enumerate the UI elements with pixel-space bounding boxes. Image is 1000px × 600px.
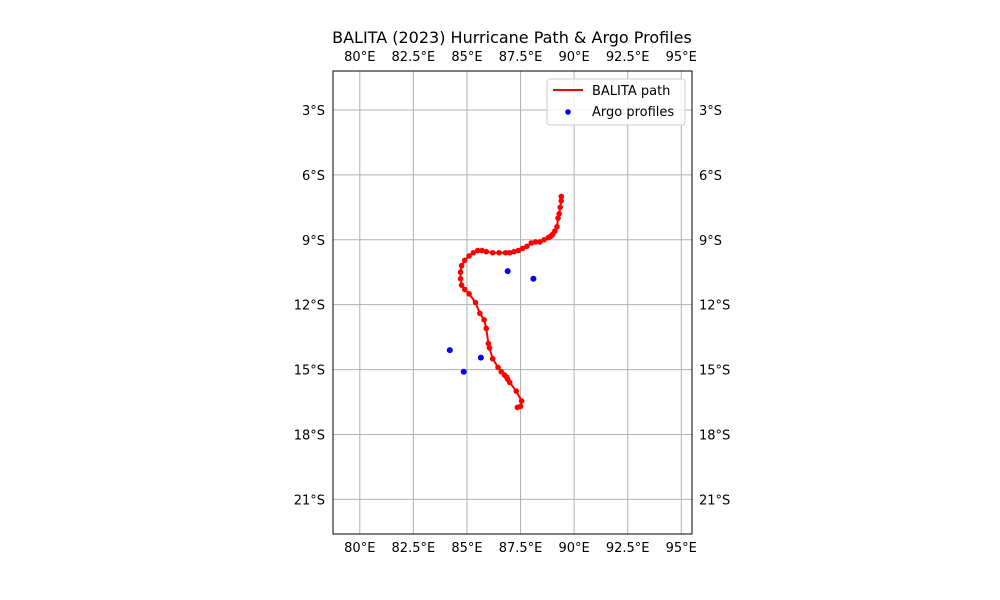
legend-label-argo-profiles: Argo profiles xyxy=(592,105,674,120)
legend-swatch-argo-profiles xyxy=(565,109,571,115)
y-tick-label-left: 15°S xyxy=(294,364,325,379)
hurricane-track-point xyxy=(462,286,468,293)
y-tick-label-right: 18°S xyxy=(699,428,730,443)
argo-profile-point xyxy=(446,347,453,354)
x-tick-label-top: 82.5°E xyxy=(392,50,436,65)
hurricane-track-point xyxy=(518,398,525,404)
hurricane-track-point xyxy=(524,243,530,250)
hurricane-track-point xyxy=(519,245,526,252)
hurricane-track-point xyxy=(479,247,485,254)
hurricane-track-point xyxy=(472,299,479,306)
x-tick-label-bottom: 90°E xyxy=(558,541,589,556)
y-tick-label-right: 21°S xyxy=(699,493,730,508)
y-tick-label-right: 15°S xyxy=(699,364,730,379)
hurricane-track-point xyxy=(485,340,492,347)
y-tick-label-left: 6°S xyxy=(302,169,325,184)
tick-labels: 80°E 80°E 82.5°E 82.5°E 85°E 85°E 87.5°E 87.5°E… xyxy=(294,50,731,556)
y-tick-label-left: 9°S xyxy=(302,234,325,249)
hurricane-track-point xyxy=(537,239,543,245)
hurricane-track-point xyxy=(489,355,496,362)
hurricane-track-point xyxy=(481,317,487,323)
hurricane-track-point xyxy=(462,257,468,264)
hurricane-track-point xyxy=(511,248,517,255)
hurricane-track-point xyxy=(477,310,483,317)
hurricane-track-point xyxy=(458,262,465,269)
x-tick-label-top: 85°E xyxy=(451,50,482,65)
hurricane-track-point xyxy=(541,236,547,243)
x-tick-label-bottom: 95°E xyxy=(666,541,697,556)
hurricane-track-point xyxy=(457,275,464,282)
hurricane-track-point xyxy=(457,269,464,276)
hurricane-track-point xyxy=(558,198,565,204)
hurricane-track-point xyxy=(514,404,521,411)
y-tick-label-right: 6°S xyxy=(699,169,722,184)
axes-frame xyxy=(332,70,693,535)
argo-profile-point xyxy=(477,354,484,361)
x-tick-label-bottom: 85°E xyxy=(451,541,482,556)
legend-label-balita-path: BALITA path xyxy=(592,84,670,99)
grid xyxy=(333,71,692,534)
hurricane-track-point xyxy=(489,249,496,256)
legend: BALITA path Argo profiles xyxy=(546,78,686,126)
hurricane-track-point xyxy=(458,282,465,288)
hurricane-track-point xyxy=(474,247,481,254)
hurricane-track-point xyxy=(507,379,513,386)
y-tick-label-left: 21°S xyxy=(294,493,325,508)
hurricane-track-point xyxy=(556,210,562,217)
chart-title: BALITA (2023) Hurricane Path & Argo Prof… xyxy=(332,28,692,47)
hurricane-track-point xyxy=(515,247,522,254)
x-tick-label-bottom: 92.5°E xyxy=(606,541,650,556)
argo-profile-point xyxy=(530,275,537,282)
hurricane-track-point xyxy=(496,249,502,256)
x-tick-label-top: 87.5°E xyxy=(499,50,543,65)
x-tick-label-top: 90°E xyxy=(558,50,589,65)
hurricane-track-point xyxy=(483,325,490,332)
y-tick-label-left: 3°S xyxy=(302,104,325,119)
argo-profile-point xyxy=(460,368,467,375)
hurricane-track-point xyxy=(532,239,539,245)
y-tick-label-right: 12°S xyxy=(699,299,730,314)
x-tick-label-bottom: 80°E xyxy=(344,541,375,556)
hurricane-track-point xyxy=(528,240,535,246)
x-tick-label-top: 92.5°E xyxy=(606,50,650,65)
hurricane-track-point xyxy=(470,249,477,256)
hurricane-track-point xyxy=(545,234,552,241)
x-tick-label-bottom: 82.5°E xyxy=(392,541,436,556)
hurricane-track-point xyxy=(495,364,501,371)
y-tick-label-left: 12°S xyxy=(294,299,325,314)
x-tick-label-bottom: 87.5°E xyxy=(499,541,543,556)
y-tick-label-left: 18°S xyxy=(294,428,325,443)
hurricane-track-point xyxy=(513,388,520,395)
hurricane-track-point xyxy=(483,248,490,255)
hurricane-track-point xyxy=(466,253,472,259)
hurricane-track-point xyxy=(557,204,563,211)
hurricane-track-point xyxy=(558,193,565,200)
hurricane-track-point xyxy=(486,345,493,351)
plot-series xyxy=(446,193,565,411)
hurricane-track-point xyxy=(466,291,472,297)
x-tick-label-top: 95°E xyxy=(666,50,697,65)
hurricane-track-point xyxy=(554,223,560,230)
hurricane-track-point xyxy=(502,249,509,256)
hurricane-track-point xyxy=(555,215,561,221)
y-tick-label-right: 3°S xyxy=(699,104,722,119)
argo-profile-point xyxy=(504,268,511,275)
y-tick-label-right: 9°S xyxy=(699,234,722,249)
hurricane-track-point xyxy=(507,249,513,256)
x-tick-label-top: 80°E xyxy=(344,50,375,65)
